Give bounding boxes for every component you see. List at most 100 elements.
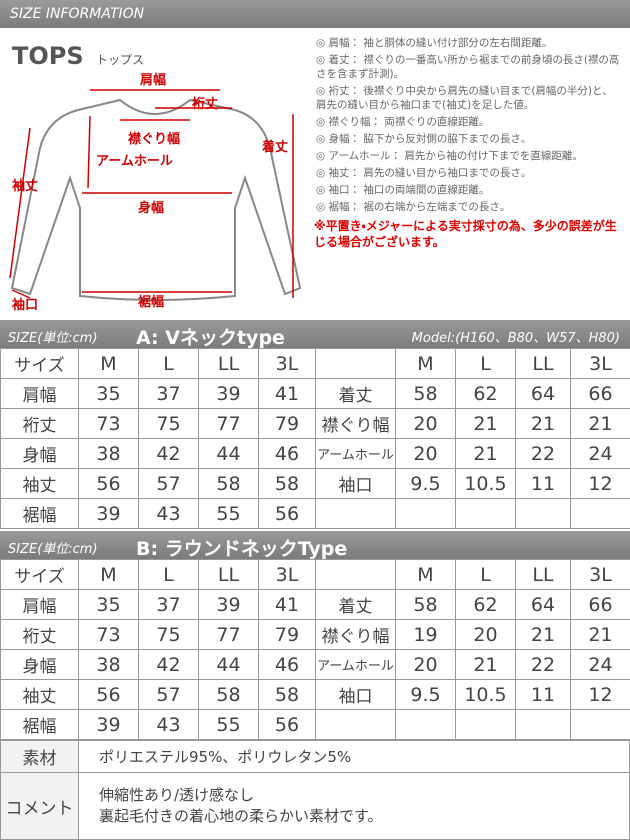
row-label: アームホール <box>315 438 396 469</box>
value-cell: 43 <box>138 709 199 740</box>
table-row: 裄丈 73 75 77 79 襟ぐり幅 20 21 21 21 <box>0 408 630 439</box>
value-cell: 62 <box>455 378 516 409</box>
value-cell: 73 <box>78 408 139 439</box>
row-label: アームホール <box>315 649 396 680</box>
notes: ◎ 肩幅： 袖と胴体の縫い付け部分の左右間距離。 ◎ 着丈： 襟ぐりの一番高い所か… <box>314 36 620 250</box>
header-cell: M <box>395 348 456 379</box>
row-label: 身幅 <box>0 649 79 680</box>
value-cell: 22 <box>515 649 571 680</box>
header-cell: サイズ <box>0 559 79 590</box>
table-row: 肩幅 35 37 39 41 着丈 58 62 64 66 <box>0 378 630 409</box>
value-cell: 35 <box>78 589 139 620</box>
label-length: 着丈 <box>262 139 288 155</box>
value-cell: 10.5 <box>455 468 516 499</box>
value-cell: 21 <box>515 619 571 650</box>
material-value: ポリエステル95%、ポリウレタン5% <box>78 740 630 773</box>
value-cell: 24 <box>570 649 630 680</box>
value-cell: 73 <box>78 619 139 650</box>
value-cell: 41 <box>258 378 316 409</box>
material-table: 素材 ポリエステル95%、ポリウレタン5% コメント 伸縮性あり/透け感なし 裏起… <box>0 740 630 840</box>
empty-cell <box>515 709 571 740</box>
value-cell: 41 <box>258 589 316 620</box>
header-cell: 3L <box>570 559 630 590</box>
empty-cell <box>315 498 396 529</box>
unit-label: SIZE(単位:cm) <box>8 331 98 346</box>
header-cell: L <box>138 559 199 590</box>
section-bar: SIZE(単位:cm) B: ラウンドネックType <box>0 531 630 560</box>
note-item: ◎ アームホール： 肩先から袖の付け下までを直線距離。 <box>316 150 583 162</box>
value-cell: 46 <box>258 649 316 680</box>
warning: ※平置き・メジャーによる実寸採寸の為、多少の誤差が生じる場合がございます。 <box>314 219 617 249</box>
note-item: ◎ 肩幅： 袖と胴体の縫い付け部分の左右間距離。 <box>316 37 553 49</box>
comment-line: 伸縮性あり/透け感なし <box>99 786 255 804</box>
diagram: TOPS トップス 肩幅 裄丈 襟ぐり幅 アームホール 着丈 袖丈 身幅 袖口 … <box>9 42 302 313</box>
note-item: ◎ 身幅： 脇下から反対側の脇下までの長さ。 <box>316 133 532 145</box>
row-label: 裄丈 <box>0 619 79 650</box>
row-label: 裾幅 <box>0 498 79 529</box>
table-row: 袖丈 56 57 58 58 袖口 9.5 10.5 11 12 <box>0 679 630 710</box>
value-cell: 22 <box>515 438 571 469</box>
value-cell: 58 <box>198 468 259 499</box>
value-cell: 39 <box>78 498 139 529</box>
value-cell: 20 <box>395 438 456 469</box>
value-cell: 56 <box>258 709 316 740</box>
value-cell: 38 <box>78 438 139 469</box>
table-row: 身幅 38 42 44 46 アームホール 20 21 22 24 <box>0 649 630 680</box>
value-cell: 19 <box>395 619 456 650</box>
value-cell: 58 <box>395 589 456 620</box>
diagram-subtitle: トップス <box>96 53 144 67</box>
header-cell: L <box>455 559 516 590</box>
value-cell: 57 <box>138 468 199 499</box>
table-row: サイズ M L LL 3L M L LL 3L <box>0 559 630 590</box>
note-item: ◎ 袖丈： 肩先の縫い目から袖口までの長さ。 <box>316 167 532 179</box>
label-yuki: 裄丈 <box>191 96 218 112</box>
row-label: 袖丈 <box>0 679 79 710</box>
value-cell: 44 <box>198 649 259 680</box>
empty-cell <box>455 498 516 529</box>
value-cell: 79 <box>258 619 316 650</box>
value-cell: 77 <box>198 619 259 650</box>
unit-label: SIZE(単位:cm) <box>8 542 98 557</box>
value-cell: 42 <box>138 649 199 680</box>
empty-cell <box>395 709 456 740</box>
row-label: 袖丈 <box>0 468 79 499</box>
header-title: SIZE INFORMATION <box>10 6 145 22</box>
value-cell: 20 <box>395 408 456 439</box>
table-row: 袖丈 56 57 58 58 袖口 9.5 10.5 11 12 <box>0 468 630 499</box>
header-cell: サイズ <box>0 348 79 379</box>
value-cell: 43 <box>138 498 199 529</box>
model-info: Model:(H160、B80、W57、H80) <box>411 331 620 346</box>
value-cell: 58 <box>395 378 456 409</box>
label-neck: 襟ぐり幅 <box>127 131 180 147</box>
value-cell: 39 <box>198 589 259 620</box>
value-cell: 20 <box>395 649 456 680</box>
header-cell: M <box>395 559 456 590</box>
value-cell: 64 <box>515 378 571 409</box>
value-cell: 55 <box>198 498 259 529</box>
size-table: サイズ M L LL 3L M L LL 3L 肩幅 35 37 39 41 着丈 58 62 64 66 裄丈 73 7… <box>0 559 630 740</box>
table-row: 肩幅 35 37 39 41 着丈 58 62 64 66 <box>0 589 630 620</box>
value-cell: 56 <box>78 679 139 710</box>
label-shoulder: 肩幅 <box>140 72 166 88</box>
value-cell: 21 <box>570 408 630 439</box>
header-cell: 3L <box>570 348 630 379</box>
value-cell: 39 <box>78 709 139 740</box>
row-label: 袖口 <box>315 468 396 499</box>
value-cell: 75 <box>138 619 199 650</box>
comment-line: 裏起毛付きの着心地の柔らかい素材です。 <box>99 807 383 825</box>
note-item: ◎ 袖口： 袖口の両端間の直線距離。 <box>316 184 490 196</box>
value-cell: 66 <box>570 378 630 409</box>
value-cell: 58 <box>258 679 316 710</box>
empty-cell <box>515 498 571 529</box>
empty-cell <box>570 709 630 740</box>
value-cell: 12 <box>570 679 630 710</box>
value-cell: 79 <box>258 408 316 439</box>
empty-cell <box>315 348 396 379</box>
value-cell: 9.5 <box>395 468 456 499</box>
value-cell: 55 <box>198 709 259 740</box>
header-cell: 3L <box>258 559 316 590</box>
empty-cell <box>455 709 516 740</box>
label-body: 身幅 <box>138 200 164 216</box>
value-cell: 46 <box>258 438 316 469</box>
header-cell: LL <box>198 348 259 379</box>
